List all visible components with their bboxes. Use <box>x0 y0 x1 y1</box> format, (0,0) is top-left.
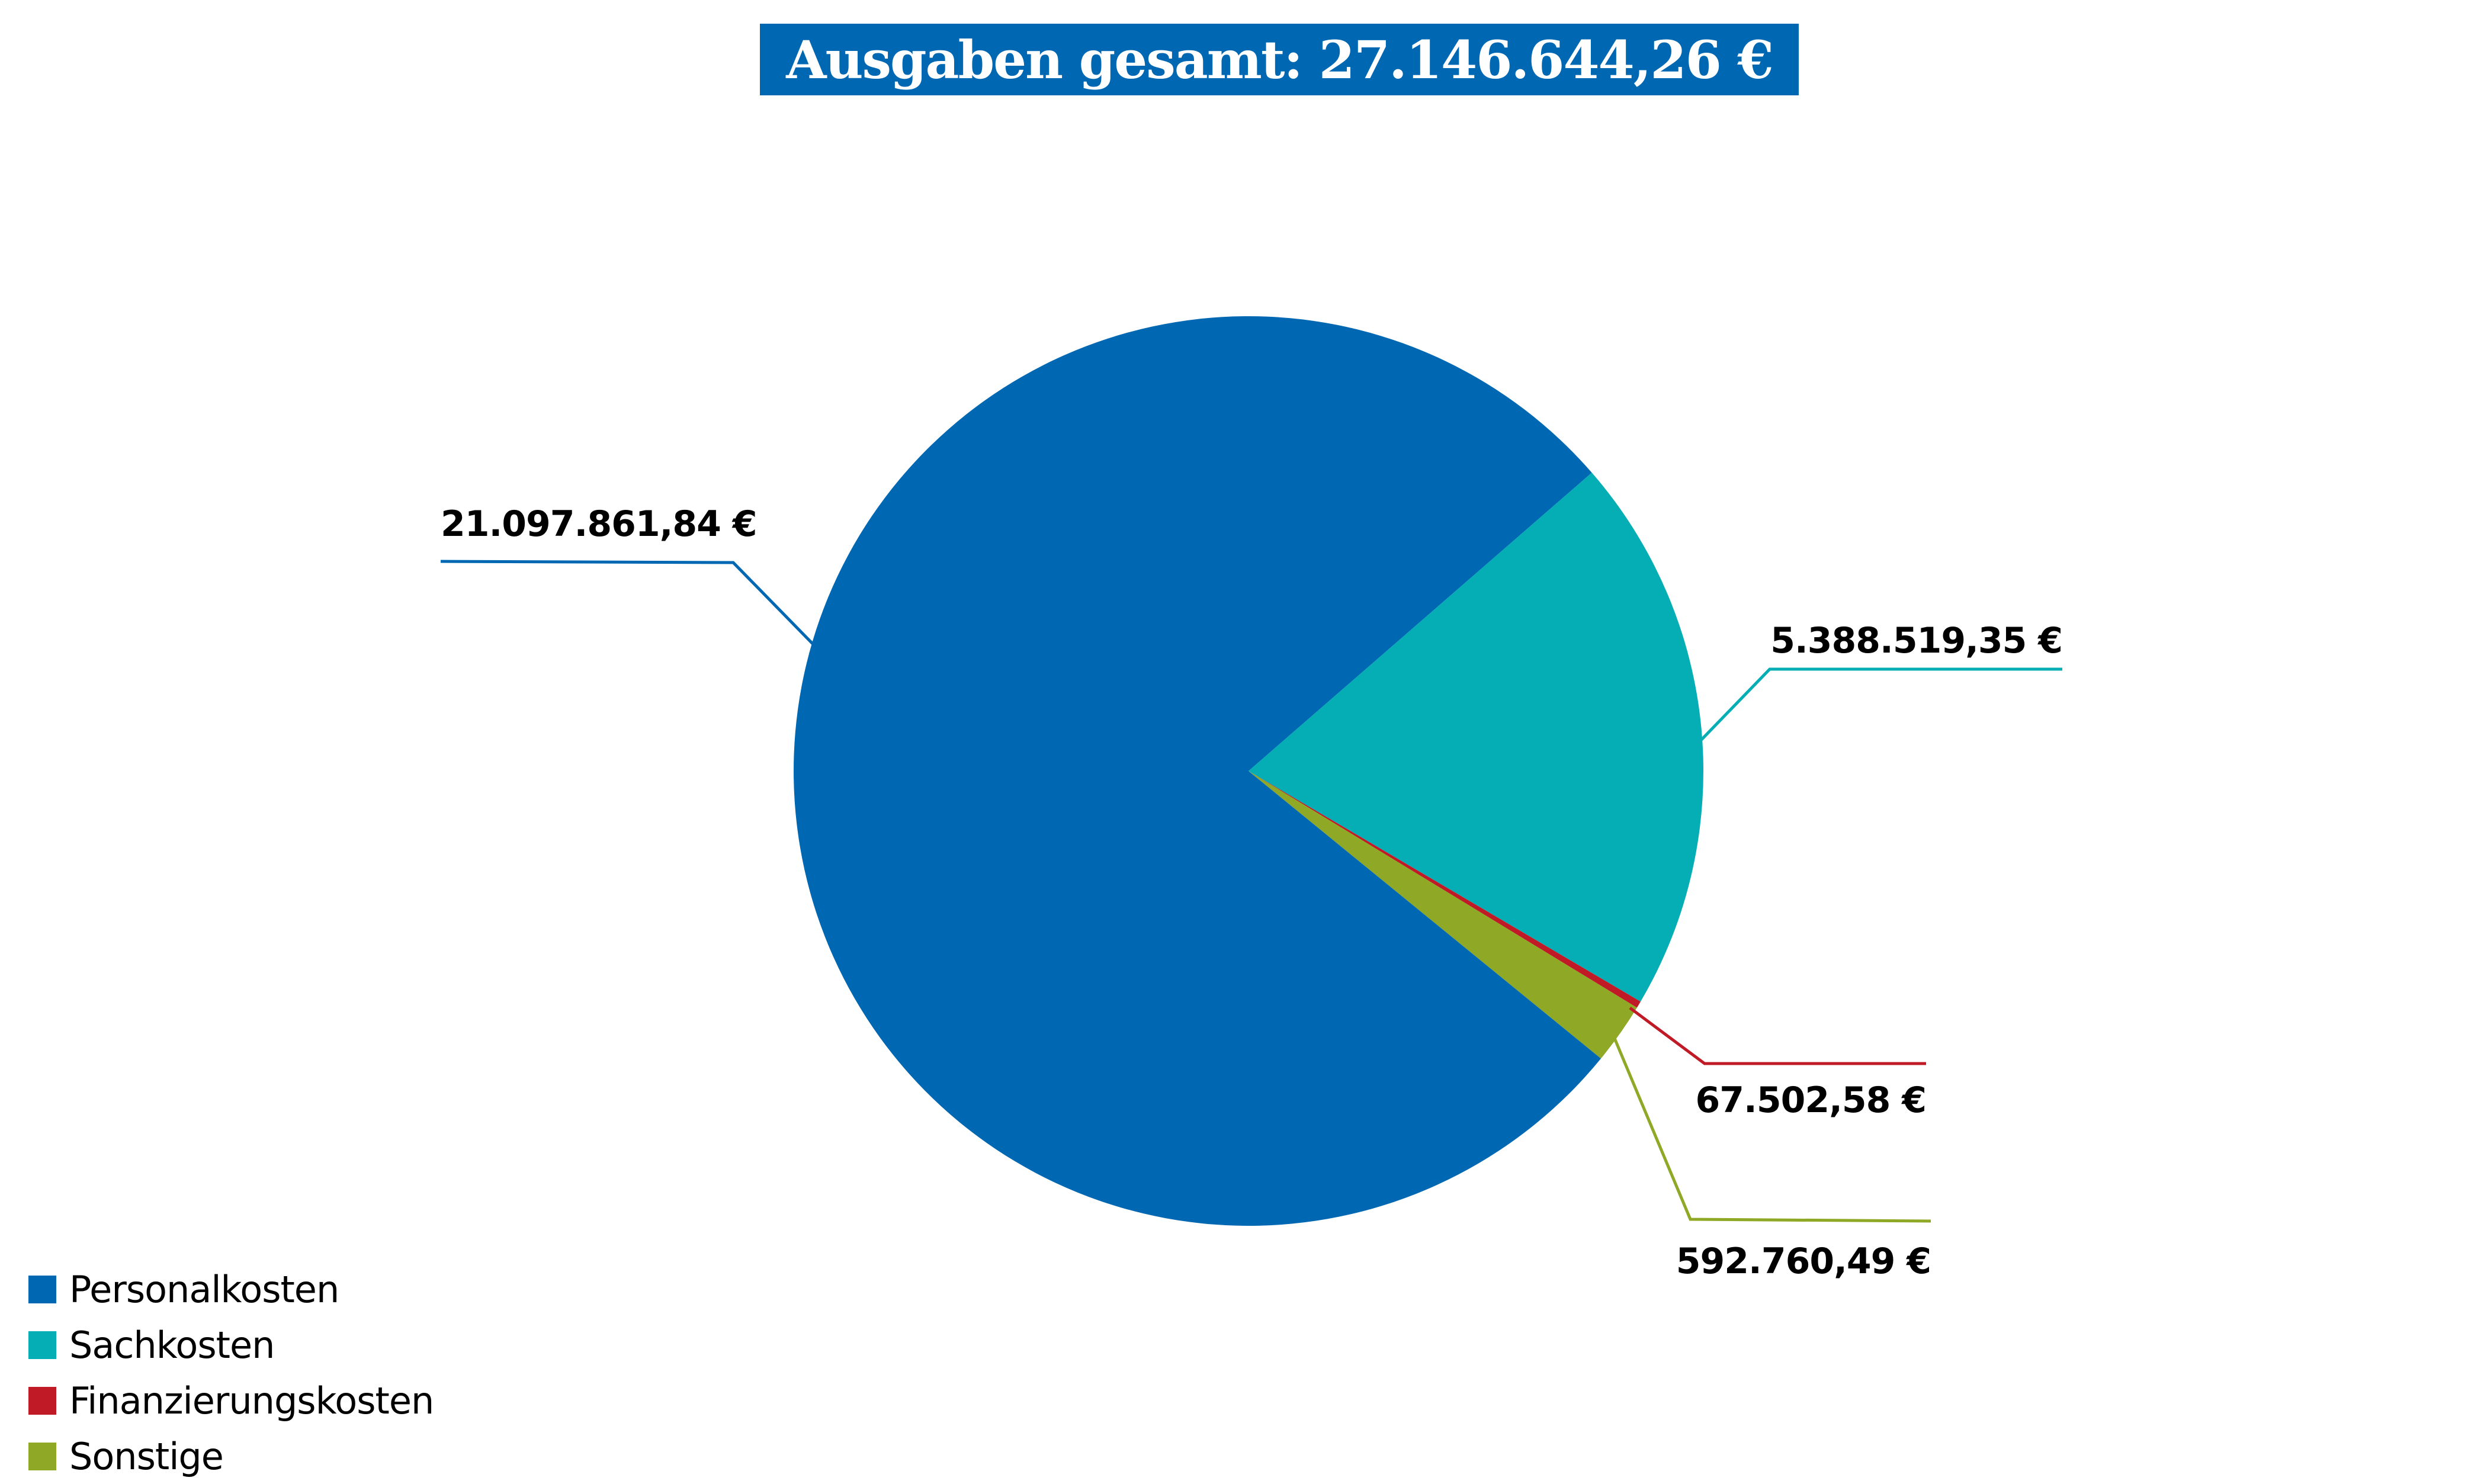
value-label-sachkosten: 5.388.519,35 € <box>1770 620 2063 661</box>
chart-title: Ausgaben gesamt: 27.146.644,26 € <box>760 24 1799 95</box>
leader-line-sachkosten <box>1697 667 2062 744</box>
pie-slice-finanzierungskosten <box>1249 771 1641 1008</box>
leader-line-finanzierungskosten <box>1629 1006 1926 1065</box>
legend-item-sachkosten: Sachkosten <box>28 1317 434 1373</box>
legend-swatch-sachkosten <box>28 1331 56 1359</box>
legend-item-sonstige: Sonstige <box>28 1428 434 1484</box>
legend-label: Sachkosten <box>69 1323 275 1367</box>
pie-slice-personalkosten <box>794 316 1602 1226</box>
value-label-finanzierungskosten: 67.502,58 € <box>1695 1080 1927 1121</box>
legend-label: Sonstige <box>69 1434 224 1478</box>
legend-item-finanzierungskosten: Finanzierungskosten <box>28 1373 434 1428</box>
legend-swatch-personalkosten <box>28 1275 56 1303</box>
legend-swatch-finanzierungskosten <box>28 1386 56 1415</box>
legend: Personalkosten Sachkosten Finanzierungsk… <box>28 1261 434 1484</box>
legend-label: Personalkosten <box>69 1267 339 1311</box>
legend-label: Finanzierungskosten <box>69 1379 434 1422</box>
pie-slice-sonstige <box>1249 771 1637 1059</box>
value-label-personalkosten: 21.097.861,84 € <box>441 503 757 545</box>
pie-slice-sachkosten <box>1249 473 1704 1002</box>
value-label-sonstige: 592.760,49 € <box>1676 1241 1931 1282</box>
legend-item-personalkosten: Personalkosten <box>28 1261 434 1317</box>
legend-swatch-sonstige <box>28 1442 56 1470</box>
leader-line-sonstige <box>1612 1036 1931 1223</box>
leader-line-personalkosten <box>440 560 814 645</box>
